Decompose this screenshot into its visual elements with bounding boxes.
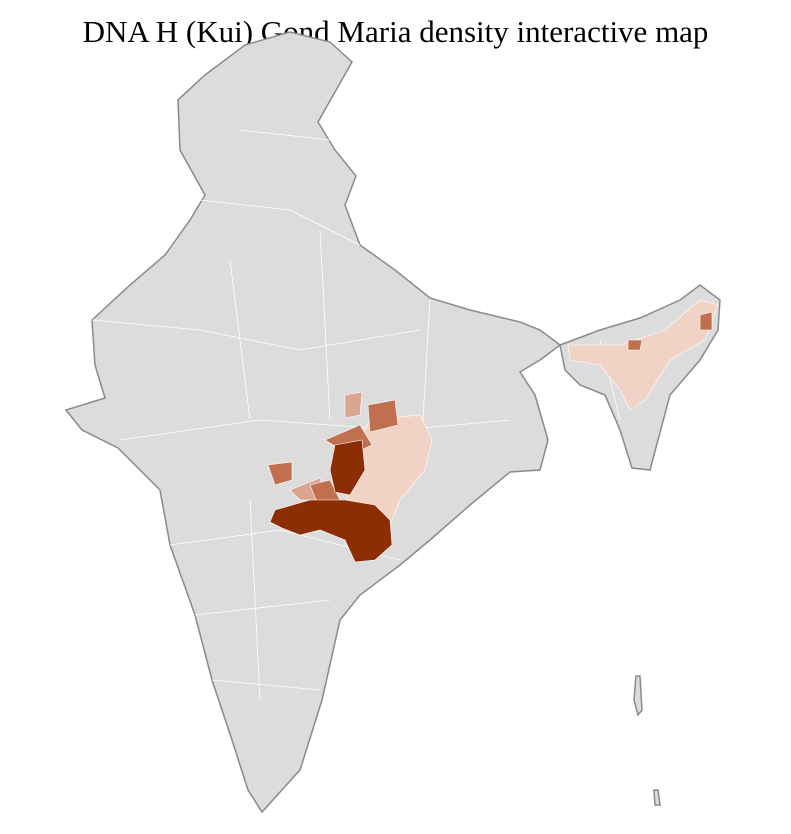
mainland[interactable] [64,31,562,814]
region-mid-ne[interactable] [627,311,713,351]
region-high[interactable] [269,439,393,563]
density-regions [267,299,719,563]
andaman-islands[interactable] [633,675,643,717]
district-borders [91,129,621,701]
map-title: DNA H (Kui) Gond Maria density interacti… [82,14,709,49]
region-very-low-ne[interactable] [567,299,719,411]
nicobar-islands[interactable] [653,789,661,806]
region-mid[interactable] [267,399,399,506]
